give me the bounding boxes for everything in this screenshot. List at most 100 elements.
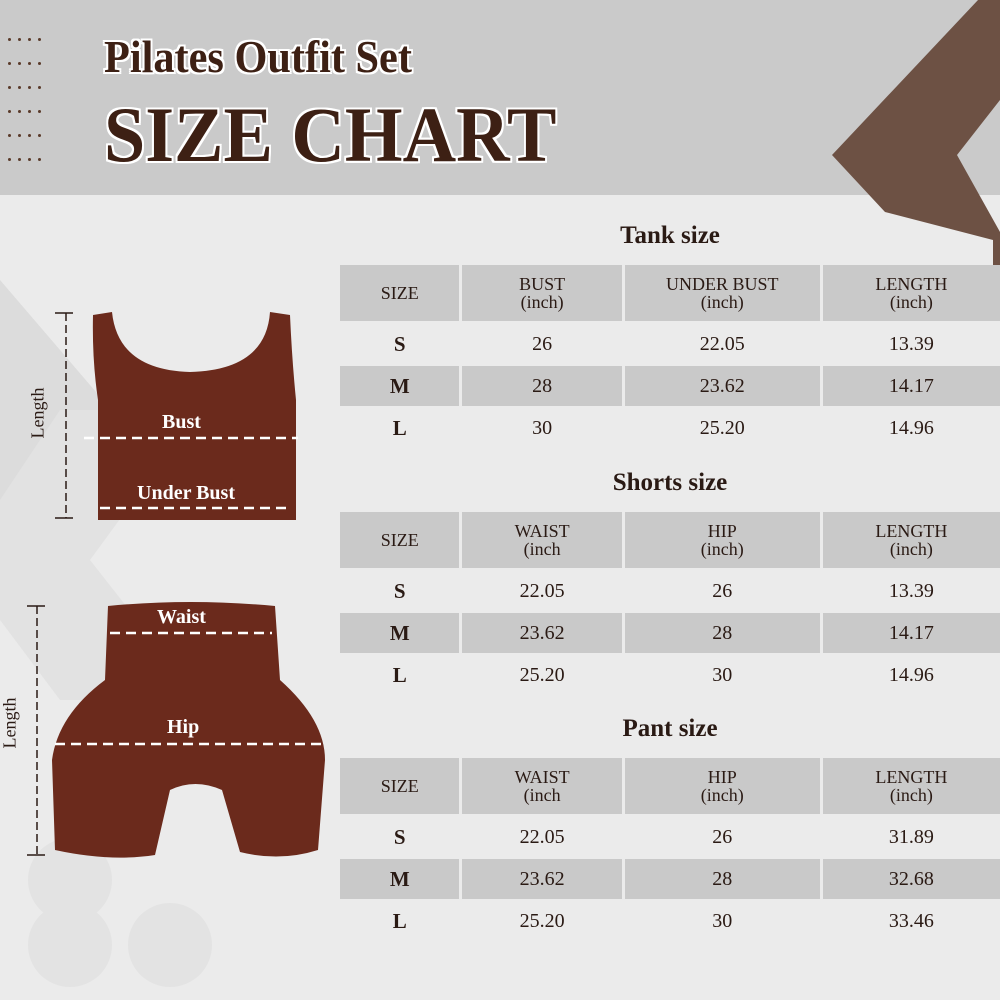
unit-label: (inch) [700, 785, 744, 805]
dot [28, 110, 31, 113]
shorts-length-label: Length [0, 697, 20, 749]
column-label: HIP [707, 767, 737, 787]
value-cell: 22.05 [462, 571, 622, 611]
dot [18, 86, 21, 89]
column-header: LENGTH (inch) [822, 512, 1000, 568]
column-header: SIZE [340, 758, 460, 814]
value-cell: 13.39 [822, 324, 1000, 364]
dot [28, 38, 31, 41]
column-label: WAIST [514, 767, 570, 787]
tank-top-diagram [55, 312, 298, 520]
value-cell: 28 [624, 613, 820, 653]
bust-label: Bust [162, 411, 201, 433]
column-header: SIZE [340, 265, 460, 321]
dot [8, 38, 11, 41]
value-cell: 30 [624, 655, 820, 695]
table-row: M 23.62 28 14.17 [340, 613, 1000, 653]
column-label: WAIST [514, 521, 570, 541]
unit-label: (inch) [889, 292, 933, 312]
dot [38, 38, 41, 41]
table-row: L 30 25.20 14.96 [340, 408, 1000, 448]
column-label: HIP [707, 521, 737, 541]
column-label: LENGTH [875, 767, 948, 787]
dot [8, 86, 11, 89]
unit-label: (inch) [700, 292, 744, 312]
column-header: LENGTH (inch) [822, 758, 1000, 814]
dot [28, 86, 31, 89]
dot [8, 62, 11, 65]
dot [8, 134, 11, 137]
column-label: BUST [519, 274, 566, 294]
column-label: UNDER BUST [666, 274, 779, 294]
dot [18, 110, 21, 113]
size-table: SIZE WAIST (inch HIP (inch) LENGTH (inch) S 22.0… [340, 758, 1000, 943]
table-row: L 25.20 30 14.96 [340, 655, 1000, 695]
dot [38, 134, 41, 137]
column-header: SIZE [340, 512, 460, 568]
dot [8, 110, 11, 113]
column-header: HIP (inch) [624, 512, 820, 568]
dot [28, 158, 31, 161]
value-cell: 23.62 [624, 366, 820, 406]
value-cell: 32.68 [822, 859, 1000, 899]
value-cell: 26 [462, 324, 622, 364]
bg-chevron [0, 410, 200, 700]
value-cell: 14.96 [822, 408, 1000, 448]
value-cell: 25.20 [624, 408, 820, 448]
unit-label: (inch [523, 539, 561, 559]
tank-length-label: Length [27, 387, 48, 439]
value-cell: 22.05 [624, 324, 820, 364]
table-title: Pant size [622, 715, 718, 742]
column-label: SIZE [380, 283, 419, 303]
value-cell: 33.46 [822, 901, 1000, 941]
value-cell: 26 [624, 817, 820, 857]
dot [28, 62, 31, 65]
table-row: M 23.62 28 32.68 [340, 859, 1000, 899]
size-cell: L [340, 408, 460, 448]
size-cell: M [340, 859, 460, 899]
value-cell: 30 [624, 901, 820, 941]
table-row: S 22.05 26 13.39 [340, 571, 1000, 611]
value-cell: 14.17 [822, 366, 1000, 406]
column-header: UNDER BUST (inch) [624, 265, 820, 321]
column-header: WAIST (inch [462, 512, 622, 568]
value-cell: 22.05 [462, 817, 622, 857]
dot [28, 134, 31, 137]
dot [38, 158, 41, 161]
table-title: Tank size [620, 222, 720, 249]
table-row: M 28 23.62 14.17 [340, 366, 1000, 406]
table-row: L 25.20 30 33.46 [340, 901, 1000, 941]
chevron-shape [832, 0, 1000, 320]
dot [38, 62, 41, 65]
table-header-row: SIZE WAIST (inch HIP (inch) LENGTH (inch) [340, 512, 1000, 568]
dot [18, 158, 21, 161]
value-cell: 28 [462, 366, 622, 406]
unit-label: (inch) [700, 539, 744, 559]
unit-label: (inch) [889, 539, 933, 559]
hip-label: Hip [167, 716, 200, 738]
column-header: LENGTH (inch) [822, 265, 1000, 321]
size-cell: S [340, 817, 460, 857]
header-banner [0, 0, 1000, 195]
column-label: SIZE [380, 530, 419, 550]
value-cell: 31.89 [822, 817, 1000, 857]
value-cell: 30 [462, 408, 622, 448]
under-bust-label: Under Bust [137, 482, 235, 504]
value-cell: 23.62 [462, 859, 622, 899]
column-label: LENGTH [875, 521, 948, 541]
size-cell: S [340, 571, 460, 611]
size-cell: M [340, 613, 460, 653]
table-title: Shorts size [612, 469, 728, 496]
waist-label: Waist [157, 606, 206, 628]
dot [18, 38, 21, 41]
value-cell: 14.96 [822, 655, 1000, 695]
size-cell: L [340, 901, 460, 941]
dot [8, 158, 11, 161]
page-subtitle: Pilates Outfit Set [104, 31, 412, 82]
table-header-row: SIZE BUST (inch) UNDER BUST (inch) LENGTH (inc… [340, 265, 1000, 321]
column-header: BUST (inch) [462, 265, 622, 321]
dot [38, 86, 41, 89]
size-table: SIZE WAIST (inch HIP (inch) LENGTH (inch) S 22.0… [340, 512, 1000, 697]
value-cell: 13.39 [822, 571, 1000, 611]
